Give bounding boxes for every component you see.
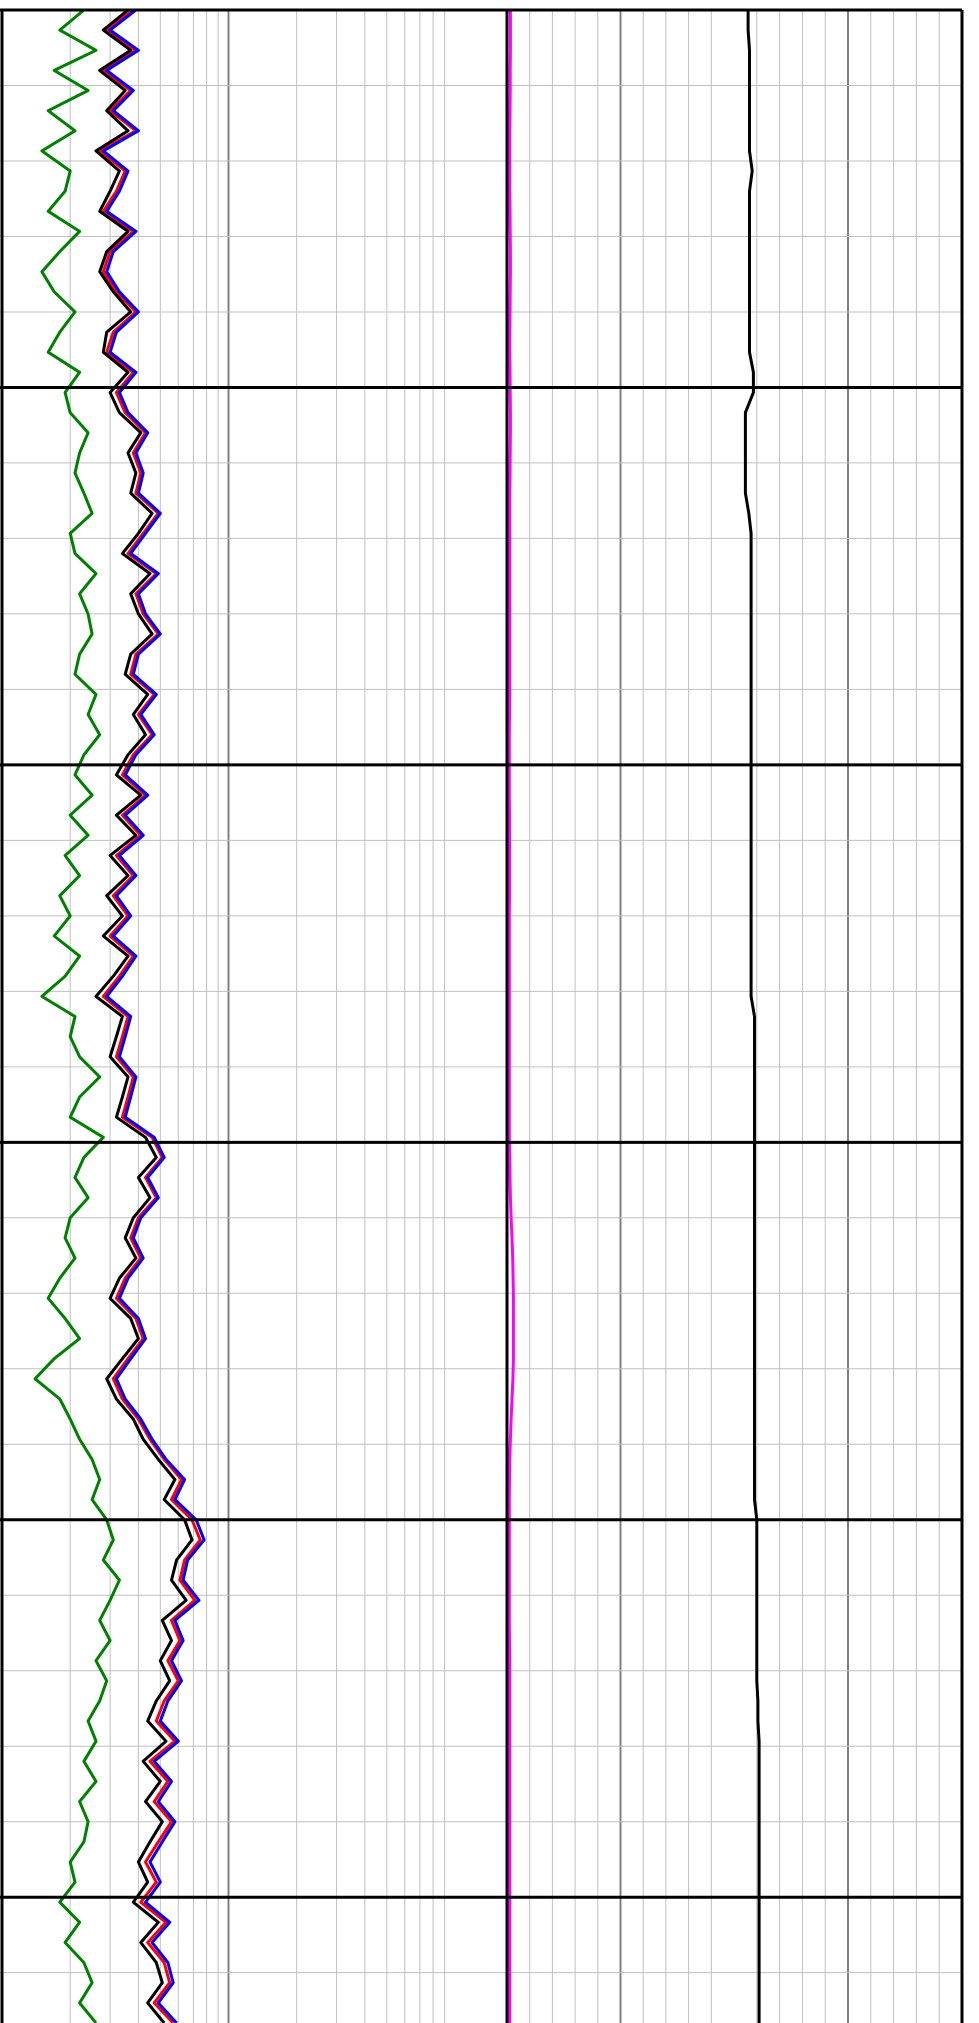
track3-curve-1	[743, 10, 761, 2023]
track1-curve-4	[94, 8, 194, 2023]
track1-curve-2	[98, 8, 202, 2023]
curve-layer	[33, 8, 761, 2023]
track2-curve-1	[507, 10, 515, 2023]
track1-curve-1	[33, 8, 121, 2023]
track1-curve-3	[101, 8, 206, 2023]
frame-layer	[0, 8, 964, 2023]
